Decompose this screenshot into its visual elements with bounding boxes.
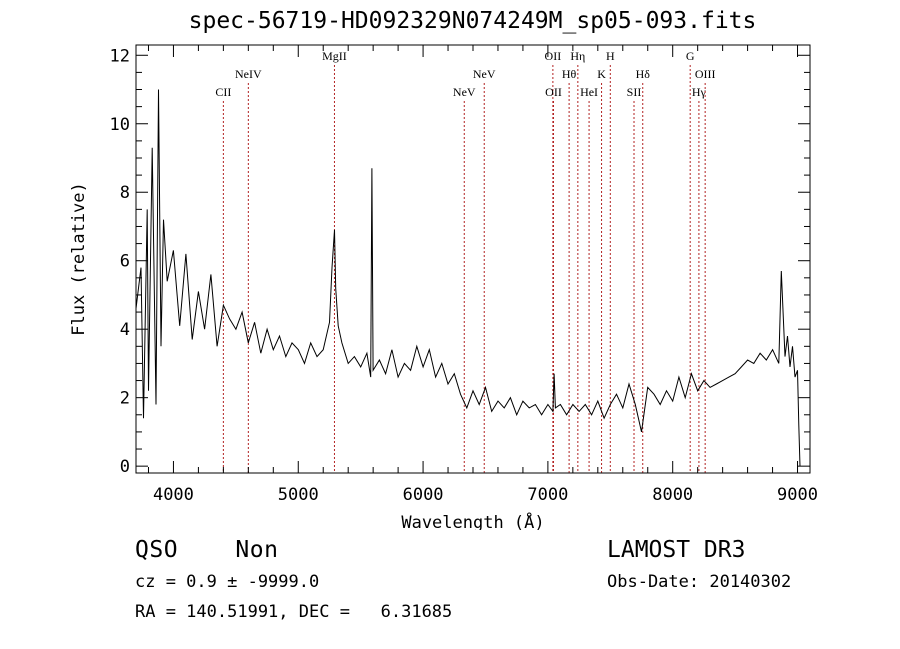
line-marker-label: H <box>606 49 615 63</box>
line-marker-label: OIII <box>695 67 716 81</box>
observation-date: Obs-Date: 20140302 <box>607 572 792 592</box>
line-marker-label: OII <box>545 85 562 99</box>
x-tick-label: 8000 <box>652 485 693 505</box>
y-tick-label: 6 <box>120 252 130 272</box>
line-marker-label: NeV <box>473 67 496 81</box>
line-marker-label: SII <box>627 85 642 99</box>
line-marker-label: CII <box>215 85 231 99</box>
y-tick-label: 12 <box>110 46 130 66</box>
x-tick-label: 6000 <box>403 485 444 505</box>
y-tick-label: 2 <box>120 389 130 409</box>
y-tick-label: 4 <box>120 320 130 340</box>
x-tick-label: 9000 <box>777 485 818 505</box>
object-class: QSO Non <box>135 537 279 563</box>
x-axis-label: Wavelength (Å) <box>401 511 544 530</box>
line-marker-label: Hη <box>570 49 585 63</box>
y-tick-label: 0 <box>120 457 130 477</box>
line-marker-label: NeIV <box>235 67 262 81</box>
line-marker-label: HeI <box>580 85 598 99</box>
line-marker-label: K <box>597 67 606 81</box>
redshift-cz: cz = 0.9 ± -9999.0 <box>135 572 320 592</box>
y-axis: 0 2 4 6 8 10 12 <box>110 46 810 477</box>
line-marker-label: Hδ <box>636 67 651 81</box>
chart-title: spec-56719-HD092329N074249M_sp05-093.fit… <box>188 8 757 34</box>
survey-name: LAMOST DR3 <box>607 537 746 563</box>
y-tick-label: 8 <box>120 183 130 203</box>
line-marker-label: G <box>686 49 695 63</box>
line-marker-label: MgII <box>322 49 347 63</box>
line-marker-label: OII <box>545 49 562 63</box>
ra-dec-coordinates: RA = 140.51991, DEC = 6.31685 <box>135 602 453 622</box>
line-marker-label: Hγ <box>692 85 707 99</box>
spectrum-line <box>135 89 801 467</box>
plot-frame <box>135 44 811 474</box>
line-marker-label: NeV <box>453 85 476 99</box>
x-tick-label: 7000 <box>527 485 568 505</box>
y-axis-label: Flux (relative) <box>69 182 89 336</box>
x-tick-label: 5000 <box>278 485 319 505</box>
y-tick-label: 10 <box>110 115 130 135</box>
x-tick-label: 4000 <box>153 485 194 505</box>
x-axis: 4000 5000 6000 7000 8000 9000 <box>147 45 818 505</box>
line-marker-label: Hθ <box>562 67 577 81</box>
